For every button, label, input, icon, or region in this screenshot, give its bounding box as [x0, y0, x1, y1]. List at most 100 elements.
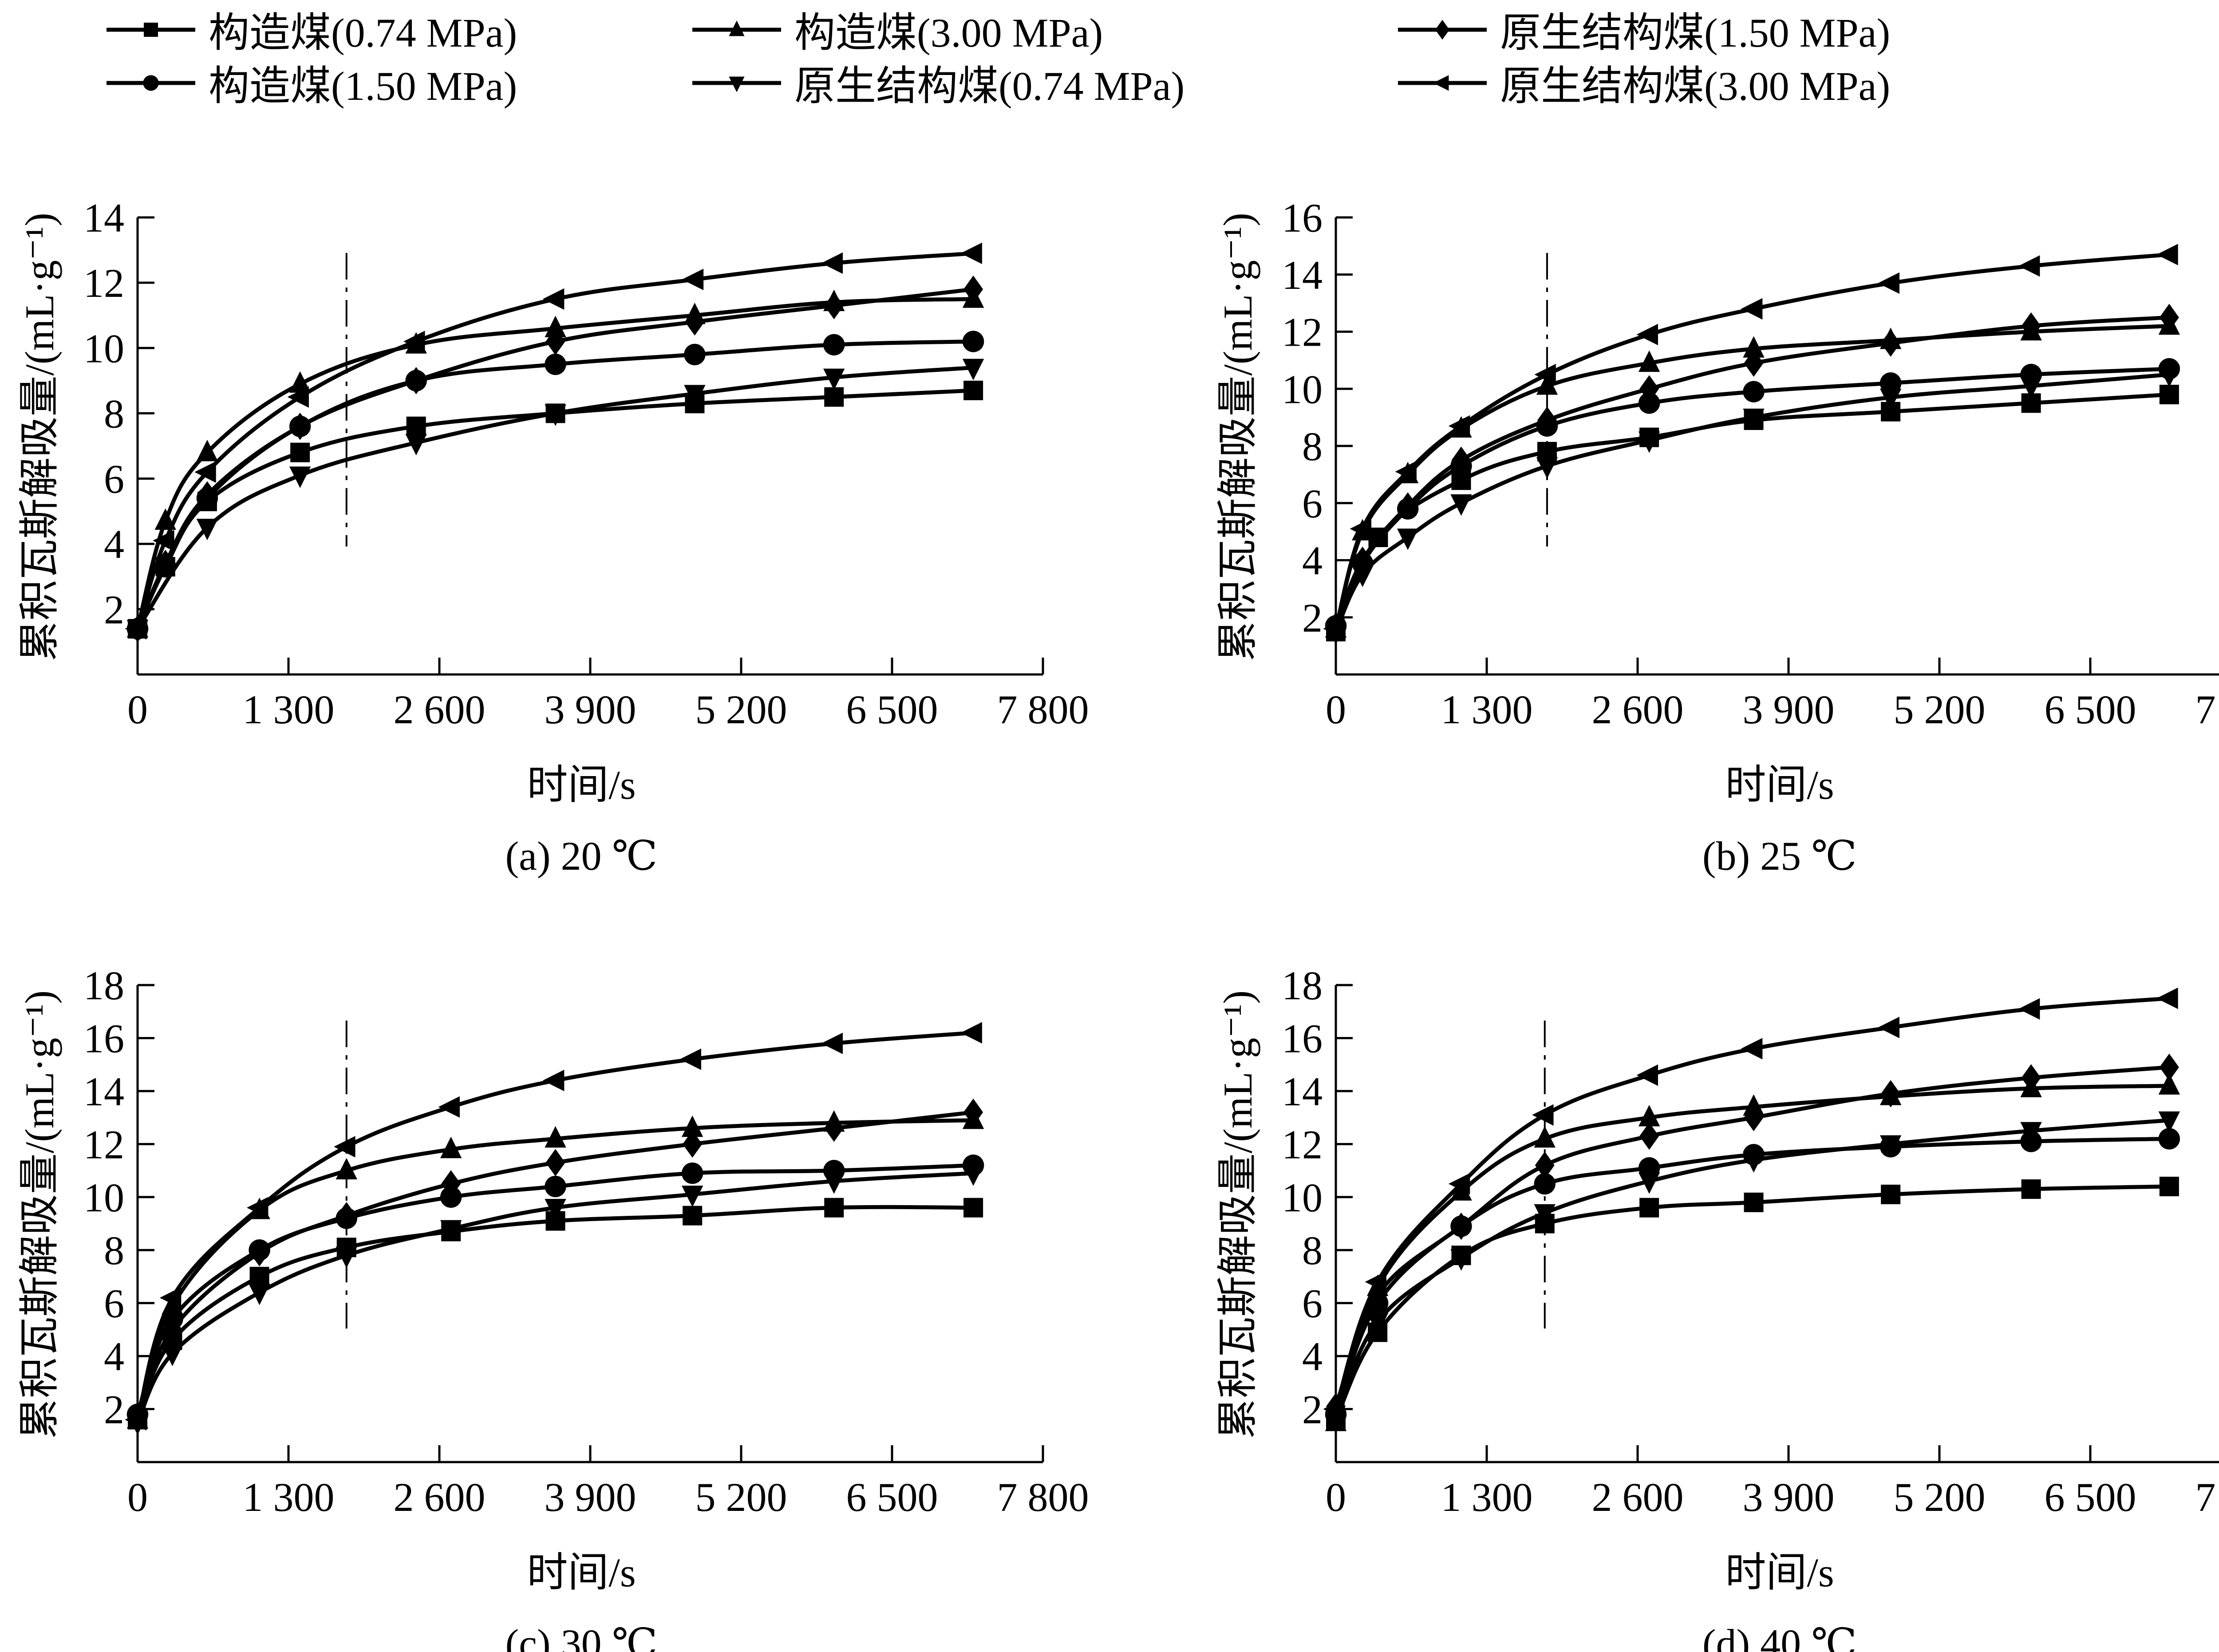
legend: 构造煤(0.74 MPa) 构造煤(3.00 MPa) 原生结构煤(1.50 MPa…: [0, 0, 2219, 133]
legend-item: 原生结构煤(1.50 MPa): [1394, 2, 1890, 55]
chart-svg: 0 1 300 2 600 3 900 5 200 6 500 7 800 2 4 6 8 10 12 1…: [17, 963, 1089, 1652]
legend-line-marker: [107, 23, 195, 37]
x-tick-label: 2 600: [394, 687, 486, 732]
y-tick-label: 12: [83, 260, 124, 306]
chart-panel-d: 0 1 300 2 600 3 900 5 200 6 500 7 800 2 4 6 8 10 12 1…: [1198, 919, 2219, 1652]
data-point-triangle-up: [196, 440, 218, 461]
y-axis-title: 累积瓦斯解吸量/(mL·g⁻¹): [17, 990, 62, 1439]
data-point-triangle-down: [684, 385, 706, 406]
y-tick-label: 8: [104, 391, 124, 436]
data-point-circle: [405, 370, 427, 392]
y-tick-label: 8: [104, 1228, 124, 1273]
legend-line-marker: [1398, 20, 1487, 40]
data-point-triangle-left: [1532, 1104, 1554, 1126]
series-line: [1334, 1184, 2169, 1421]
data-point-triangle-left: [194, 461, 216, 483]
y-tick-label: 4: [104, 522, 124, 567]
chart-panel-a: 0 1 300 2 600 3 900 5 200 6 500 7 800 2 4 6 8 10 12 1…: [0, 160, 1110, 881]
data-point-triangle-up: [545, 1126, 566, 1148]
legend-line-marker: [692, 20, 781, 36]
data-point-circle: [440, 1186, 462, 1208]
series-triangle-down: [126, 359, 984, 642]
x-tick-label: 5 200: [695, 1475, 787, 1520]
y-tick-label: 4: [1302, 1334, 1323, 1379]
data-point-triangle-left: [125, 1409, 146, 1431]
x-tick-label: 3 900: [1743, 687, 1835, 732]
x-tick-label: 3 900: [545, 1475, 636, 1520]
data-point-triangle-left: [1878, 1017, 1899, 1038]
data-point-triangle-down: [1534, 1204, 1556, 1226]
y-tick-label: 14: [83, 195, 124, 241]
data-point-square: [1639, 1198, 1659, 1218]
x-tick-label: 5 200: [1894, 1475, 1986, 1520]
data-point-triangle-down: [336, 1246, 357, 1268]
legend-item: 构造煤(3.00 MPa): [688, 2, 1103, 55]
series-line: [135, 297, 974, 630]
data-point-square: [2159, 385, 2179, 405]
y-tick-label: 18: [83, 963, 124, 1008]
panel-caption: (c) 30 ℃: [505, 1621, 657, 1652]
series-triangle-left: [1323, 987, 2178, 1420]
data-point-triangle-left: [1365, 1271, 1386, 1293]
data-point-square: [249, 1266, 269, 1286]
series-triangle-left: [125, 242, 982, 640]
y-tick-label: 10: [83, 326, 124, 371]
x-tick-label: 0: [1326, 687, 1346, 732]
legend-item: 构造煤(0.74 MPa): [102, 2, 517, 55]
data-point-triangle-left: [1448, 415, 1470, 437]
y-tick-label: 4: [104, 1334, 124, 1379]
circle-marker-icon: [143, 75, 159, 91]
x-tick-label: 5 200: [1894, 687, 1986, 732]
data-point-circle: [1397, 498, 1419, 520]
data-point-triangle-down: [1638, 1172, 1660, 1194]
data-point-triangle-left: [2156, 987, 2178, 1009]
data-point-triangle-down: [1879, 388, 1902, 410]
x-tick-label: 6 500: [2045, 687, 2136, 732]
x-tick-label: 2 600: [1592, 1475, 1684, 1520]
data-point-triangle-left: [1323, 618, 1345, 640]
data-point-circle: [823, 334, 845, 356]
legend-label: 原生结构煤(0.74 MPa): [794, 63, 1185, 109]
y-tick-label: 4: [1302, 538, 1323, 584]
data-point-diamond: [1639, 1122, 1659, 1150]
diamond-marker-icon: [1435, 20, 1449, 40]
data-point-triangle-left: [438, 1096, 460, 1118]
x-axis-title: 时间/s: [1725, 762, 1834, 808]
y-tick-label: 12: [83, 1122, 124, 1167]
series-line: [1334, 252, 2170, 630]
data-point-triangle-left: [1878, 272, 1899, 294]
data-point-triangle-left: [159, 1287, 182, 1309]
data-point-triangle-down: [823, 368, 845, 390]
data-point-triangle-down: [823, 1172, 845, 1194]
y-tick-label: 16: [83, 1016, 124, 1061]
y-tick-label: 12: [1282, 310, 1323, 355]
data-point-circle: [1366, 1292, 1389, 1314]
data-point-circle: [336, 1207, 357, 1229]
data-point-triangle-left: [1534, 363, 1556, 386]
data-point-triangle-left: [542, 288, 565, 310]
y-axis-title: 累积瓦斯解吸量/(mL·g⁻¹): [1215, 213, 1260, 661]
y-tick-label: 18: [1282, 963, 1323, 1008]
data-point-diamond: [2021, 1064, 2041, 1092]
data-point-triangle-down: [681, 1186, 703, 1207]
y-tick-label: 8: [1302, 1228, 1323, 1273]
y-tick-label: 6: [1302, 1281, 1323, 1326]
data-point-diamond: [963, 276, 983, 303]
series-line: [1334, 1118, 2170, 1418]
series-line: [136, 365, 974, 630]
y-tick-label: 2: [1302, 595, 1323, 640]
y-tick-label: 10: [83, 1175, 124, 1220]
data-point-circle: [1536, 415, 1558, 437]
data-point-triangle-down: [1351, 565, 1374, 587]
x-axis-title: 时间/s: [527, 1550, 636, 1595]
panel-caption: (b) 25 ℃: [1702, 833, 1857, 879]
data-point-square: [963, 1198, 983, 1218]
data-point-square: [406, 416, 426, 436]
data-point-triangle-down: [162, 1344, 183, 1366]
x-tick-label: 2 600: [394, 1475, 486, 1520]
series-line: [135, 388, 974, 630]
data-point-triangle-down: [196, 519, 218, 540]
x-axis-title: 时间/s: [527, 762, 636, 808]
data-point-triangle-up: [440, 1136, 462, 1159]
data-point-triangle-left: [2018, 998, 2040, 1020]
